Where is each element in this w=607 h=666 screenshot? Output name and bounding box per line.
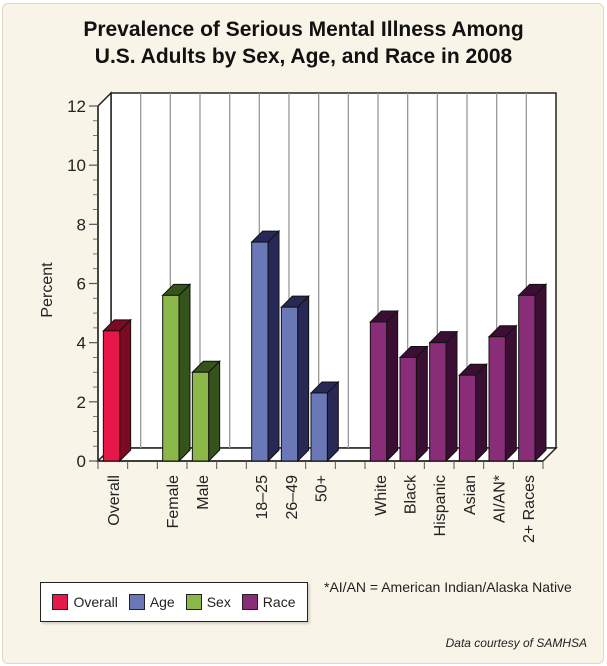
x-tick-label: Hispanic: [432, 475, 449, 536]
legend-item-overall: Overall: [52, 594, 118, 610]
bar-ai-an-: [488, 336, 506, 462]
y-tick-label: 8: [77, 215, 86, 234]
legend-swatch-age: [128, 594, 145, 610]
footnote: *AI/AN = American Indian/Alaska Native: [324, 579, 572, 595]
legend-swatch-overall: [52, 594, 69, 610]
bar-18-25: [251, 241, 269, 462]
x-tick-label: Asian: [462, 475, 479, 515]
bar-male: [191, 371, 210, 462]
bar-side: [386, 309, 399, 463]
legend-label-race: Race: [262, 594, 296, 610]
bar-asian: [458, 374, 477, 462]
bar-side: [504, 324, 517, 463]
y-tick-label: 6: [77, 275, 86, 294]
bar-hispanic: [429, 342, 447, 462]
bar-side: [297, 294, 310, 463]
data-credit: Data courtesy of SAMHSA: [445, 636, 587, 650]
legend: Overall Age Sex Race: [40, 582, 308, 622]
x-tick-label: Overall: [106, 475, 123, 526]
bar-side: [208, 360, 221, 463]
x-tick-label: 18–25: [254, 475, 271, 520]
x-tick-label: 26–49: [284, 475, 301, 520]
x-tick-label: Black: [403, 474, 420, 514]
y-tick-label: 2: [77, 393, 86, 412]
legend-item-race: Race: [241, 594, 296, 610]
bar-side: [534, 283, 547, 463]
x-tick-label: Male: [195, 475, 212, 510]
bar-side: [415, 345, 428, 463]
legend-label-sex: Sex: [206, 594, 231, 610]
bar-50-: [310, 392, 328, 462]
x-tick-label: Female: [165, 475, 182, 528]
legend-swatch-race: [241, 594, 258, 610]
chart-title: Prevalence of Serious Mental Illness Amo…: [0, 16, 607, 70]
bar-26-49: [280, 306, 299, 462]
bar-side: [267, 229, 280, 463]
chart-title-line-2: U.S. Adults by Sex, Age, and Race in 200…: [94, 45, 513, 68]
legend-label-overall: Overall: [73, 594, 118, 610]
x-tick-label: AI/AN*: [492, 475, 509, 523]
legend-item-sex: Sex: [185, 594, 231, 610]
y-tick-label: 0: [77, 452, 86, 471]
legend-label-age: Age: [149, 594, 175, 610]
y-tick-label: 4: [77, 334, 86, 353]
bar-2-races: [518, 294, 536, 462]
bar-female: [162, 294, 180, 462]
x-tick-label: 2+ Races: [521, 475, 538, 543]
bar-white: [369, 321, 388, 462]
bar-side: [445, 330, 458, 463]
y-tick-label: 12: [67, 97, 86, 116]
bar-side: [475, 363, 488, 463]
bar-side: [326, 380, 339, 463]
bar-black: [399, 356, 417, 462]
y-axis-label: Percent: [39, 262, 56, 318]
legend-item-age: Age: [128, 594, 175, 610]
bar-side: [178, 283, 191, 463]
chart-title-line-1: Prevalence of Serious Mental Illness Amo…: [83, 18, 524, 41]
bar-side: [119, 318, 132, 463]
x-tick-label: White: [373, 475, 390, 516]
y-tick-label: 10: [67, 156, 86, 175]
legend-swatch-sex: [185, 594, 202, 610]
x-tick-label: 50+: [314, 475, 331, 502]
bar-overall: [102, 330, 121, 462]
